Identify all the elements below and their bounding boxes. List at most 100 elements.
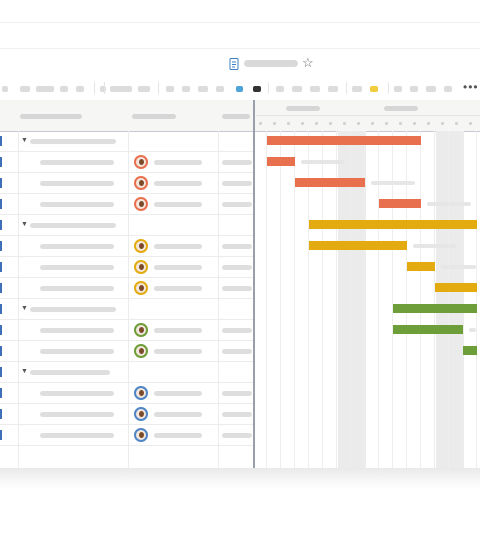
assignee-name[interactable] [154, 391, 202, 396]
status-value[interactable] [222, 433, 252, 438]
task-name[interactable] [40, 412, 114, 417]
assignee-avatar[interactable] [134, 323, 148, 337]
task-name[interactable] [40, 202, 114, 207]
assignee-name[interactable] [154, 286, 202, 291]
toolbar-button[interactable] [198, 86, 208, 92]
parent-task-bar[interactable] [267, 136, 421, 145]
status-value[interactable] [222, 202, 252, 207]
avatar-face [139, 285, 144, 291]
assignee-name[interactable] [154, 181, 202, 186]
assignee-name[interactable] [154, 328, 202, 333]
assignee-avatar[interactable] [134, 260, 148, 274]
assignee-avatar[interactable] [134, 239, 148, 253]
assignee-avatar[interactable] [134, 197, 148, 211]
task-bar[interactable] [309, 241, 407, 250]
collapse-toggle-icon[interactable]: ▼ [21, 305, 28, 312]
sheet-title[interactable] [244, 60, 298, 67]
status-value[interactable] [222, 244, 252, 249]
assignee-name[interactable] [154, 202, 202, 207]
more-horizontal-icon[interactable]: ••• [463, 80, 479, 94]
status-value[interactable] [222, 160, 252, 165]
task-bar[interactable] [295, 178, 365, 187]
parent-task-name[interactable] [30, 223, 116, 228]
task-bar[interactable] [435, 283, 477, 292]
task-name[interactable] [40, 433, 114, 438]
toolbar-button[interactable] [20, 86, 30, 92]
toolbar-button[interactable] [394, 86, 402, 92]
assignee-name[interactable] [154, 412, 202, 417]
column-header-status[interactable] [222, 114, 250, 119]
assignee-name[interactable] [154, 433, 202, 438]
task-bar[interactable] [379, 199, 421, 208]
highlight-button[interactable] [370, 86, 378, 92]
assignee-avatar[interactable] [134, 344, 148, 358]
status-value[interactable] [222, 412, 252, 417]
toolbar-button[interactable] [216, 86, 224, 92]
assignee-avatar[interactable] [134, 428, 148, 442]
task-bar[interactable] [267, 157, 295, 166]
toolbar-button[interactable] [76, 86, 84, 92]
parent-task-name[interactable] [30, 139, 116, 144]
parent-task-name[interactable] [30, 370, 110, 375]
text-color-button[interactable] [236, 86, 243, 92]
row-divider [0, 298, 254, 299]
row-marker [0, 409, 2, 419]
task-bar[interactable] [407, 262, 435, 271]
fill-color-button[interactable] [253, 86, 261, 92]
status-value[interactable] [222, 265, 252, 270]
toolbar-button[interactable] [352, 86, 362, 92]
status-value[interactable] [222, 349, 252, 354]
assignee-name[interactable] [154, 160, 202, 165]
toolbar-button[interactable] [292, 86, 302, 92]
collapse-toggle-icon[interactable]: ▼ [21, 137, 28, 144]
toolbar-button[interactable] [444, 86, 452, 92]
assignee-name[interactable] [154, 349, 202, 354]
task-name[interactable] [40, 160, 114, 165]
parent-task-name[interactable] [30, 307, 116, 312]
assignee-avatar[interactable] [134, 155, 148, 169]
assignee-avatar[interactable] [134, 176, 148, 190]
timeline-gridline [476, 131, 477, 468]
task-name[interactable] [40, 286, 114, 291]
collapse-toggle-icon[interactable]: ▼ [21, 368, 28, 375]
toolbar-button[interactable] [60, 86, 68, 92]
toolbar-button[interactable] [328, 86, 338, 92]
parent-task-bar[interactable] [309, 220, 477, 229]
star-icon[interactable]: ☆ [302, 55, 314, 70]
task-bar[interactable] [463, 346, 477, 355]
toolbar-button[interactable] [110, 86, 132, 92]
toolbar-button[interactable] [182, 86, 190, 92]
toolbar-button[interactable] [166, 86, 174, 92]
pane-divider[interactable] [253, 100, 255, 468]
status-value[interactable] [222, 328, 252, 333]
status-value[interactable] [222, 181, 252, 186]
toolbar-button[interactable] [36, 86, 54, 92]
avatar-face [139, 390, 144, 396]
toolbar-button[interactable] [138, 86, 150, 92]
task-name[interactable] [40, 349, 114, 354]
task-bar[interactable] [393, 325, 463, 334]
task-name[interactable] [40, 181, 114, 186]
assignee-name[interactable] [154, 265, 202, 270]
assignee-avatar[interactable] [134, 386, 148, 400]
task-name[interactable] [40, 244, 114, 249]
task-name[interactable] [40, 328, 114, 333]
toolbar-button[interactable] [100, 86, 106, 92]
column-header-assignee[interactable] [132, 114, 176, 119]
assignee-avatar[interactable] [134, 281, 148, 295]
assignee-name[interactable] [154, 244, 202, 249]
toolbar-button[interactable] [276, 86, 284, 92]
toolbar-button[interactable] [410, 86, 418, 92]
column-header-task[interactable] [20, 114, 82, 119]
toolbar-button[interactable] [310, 86, 320, 92]
task-name[interactable] [40, 391, 114, 396]
toolbar-button[interactable] [2, 86, 8, 92]
toolbar-button[interactable] [426, 86, 436, 92]
collapse-toggle-icon[interactable]: ▼ [21, 221, 28, 228]
parent-task-bar[interactable] [393, 304, 477, 313]
status-value[interactable] [222, 391, 252, 396]
task-name[interactable] [40, 265, 114, 270]
timeline-gridline [322, 131, 323, 468]
status-value[interactable] [222, 286, 252, 291]
assignee-avatar[interactable] [134, 407, 148, 421]
